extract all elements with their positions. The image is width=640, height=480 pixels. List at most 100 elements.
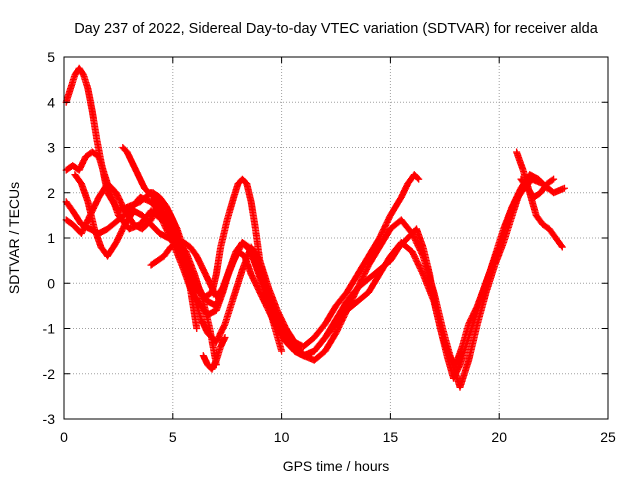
data-point-marker bbox=[273, 306, 289, 331]
data-point-marker bbox=[219, 267, 233, 292]
data-point-marker bbox=[121, 208, 137, 228]
data-point-marker bbox=[343, 285, 361, 314]
data-point-marker bbox=[221, 294, 237, 328]
data-point-marker bbox=[123, 148, 135, 164]
data-point-marker bbox=[125, 195, 143, 215]
data-point-marker bbox=[473, 290, 490, 328]
data-point-marker bbox=[147, 258, 160, 269]
data-point-marker bbox=[545, 225, 559, 241]
chart-title: Day 237 of 2022, Sidereal Day-to-day VTE… bbox=[74, 21, 599, 37]
data-point-marker bbox=[256, 257, 272, 290]
data-point-marker bbox=[119, 144, 130, 155]
data-point-marker bbox=[537, 181, 550, 197]
data-point-marker bbox=[365, 272, 383, 296]
data-point-marker bbox=[526, 171, 541, 182]
data-point-marker bbox=[193, 325, 201, 332]
data-point-marker bbox=[77, 180, 91, 204]
data-point-marker bbox=[397, 181, 411, 201]
data-point-marker bbox=[221, 334, 229, 342]
x-tick-label: 25 bbox=[600, 429, 616, 445]
y-tick-label: 5 bbox=[47, 49, 55, 65]
y-axis-label: SDTVAR / TECUs bbox=[6, 182, 22, 294]
data-point-marker bbox=[84, 85, 96, 114]
data-point-marker bbox=[291, 338, 307, 358]
data-point-marker bbox=[199, 297, 213, 331]
y-tick-label: 1 bbox=[47, 230, 55, 246]
data-point-marker bbox=[530, 190, 543, 201]
data-point-marker bbox=[273, 315, 289, 340]
data-point-marker bbox=[430, 288, 446, 331]
data-point-marker bbox=[458, 322, 472, 351]
data-point-marker bbox=[71, 171, 84, 186]
data-point-marker bbox=[365, 267, 382, 283]
data-point-marker bbox=[321, 321, 339, 342]
data-point-marker bbox=[321, 330, 339, 355]
data-point-marker bbox=[247, 198, 259, 231]
y-tick-label: 0 bbox=[47, 275, 55, 291]
data-point-marker bbox=[552, 234, 565, 250]
data-point-marker bbox=[332, 299, 350, 323]
data-point-marker bbox=[80, 71, 91, 91]
data-point-marker bbox=[180, 239, 193, 250]
y-tick-label: 4 bbox=[47, 94, 55, 110]
data-point-marker bbox=[517, 175, 531, 191]
data-point-marker bbox=[321, 303, 339, 328]
data-point-marker bbox=[212, 245, 224, 278]
series-track-7 bbox=[147, 239, 286, 355]
data-point-marker bbox=[282, 325, 298, 345]
data-point-marker bbox=[397, 239, 415, 255]
data-point-marker bbox=[439, 325, 455, 363]
y-tick-label: -1 bbox=[43, 321, 56, 337]
data-point-marker bbox=[69, 207, 85, 227]
data-point-marker bbox=[75, 64, 87, 78]
axis-ticks: 0 5 10 15 20 25 -3 -2 -1 0 1 2 3 4 5 bbox=[43, 49, 616, 445]
data-point-marker bbox=[95, 181, 111, 201]
data-point-marker bbox=[278, 347, 286, 355]
series-track-9 bbox=[513, 148, 566, 251]
data-point-marker bbox=[508, 186, 524, 219]
data-point-marker bbox=[543, 176, 556, 188]
data-point-marker bbox=[182, 257, 196, 304]
data-point-marker bbox=[560, 184, 568, 192]
data-point-marker bbox=[112, 222, 128, 246]
data-point-marker bbox=[419, 252, 437, 295]
data-point-marker bbox=[162, 202, 176, 222]
data-point-marker bbox=[310, 348, 328, 364]
data-point-marker bbox=[230, 267, 246, 301]
data-point-marker bbox=[252, 261, 265, 286]
series-track-10 bbox=[517, 175, 558, 201]
data-point-marker bbox=[104, 217, 121, 233]
data-point-marker bbox=[265, 284, 281, 313]
data-point-marker bbox=[132, 166, 143, 182]
data-point-marker bbox=[88, 148, 101, 160]
data-point-marker bbox=[332, 308, 350, 337]
data-point-marker bbox=[223, 195, 237, 224]
data-point-marker bbox=[376, 226, 394, 251]
data-point-marker bbox=[376, 253, 394, 278]
data-point-marker bbox=[84, 198, 98, 231]
data-point-marker bbox=[343, 272, 361, 296]
data-point-marker bbox=[91, 225, 104, 250]
data-point-marker bbox=[217, 217, 231, 251]
data-point-marker bbox=[558, 243, 566, 251]
data-points bbox=[62, 64, 568, 391]
data-point-marker bbox=[149, 189, 162, 200]
x-axis-label: GPS time / hours bbox=[283, 458, 390, 474]
series-track-1 bbox=[62, 64, 423, 351]
data-point-marker bbox=[169, 216, 183, 241]
data-point-marker bbox=[491, 240, 507, 269]
data-point-marker bbox=[397, 216, 415, 236]
data-point-marker bbox=[354, 253, 372, 278]
data-point-marker bbox=[225, 249, 239, 274]
data-point-marker bbox=[62, 216, 75, 227]
data-point-marker bbox=[88, 107, 100, 141]
y-tick-label: -2 bbox=[43, 366, 56, 382]
data-point-marker bbox=[238, 239, 252, 250]
data-point-marker bbox=[158, 211, 176, 241]
data-point-marker bbox=[191, 270, 207, 304]
data-point-marker bbox=[365, 244, 383, 269]
data-point-marker bbox=[258, 279, 272, 308]
series-track-8 bbox=[199, 334, 229, 373]
data-point-marker bbox=[156, 193, 169, 209]
